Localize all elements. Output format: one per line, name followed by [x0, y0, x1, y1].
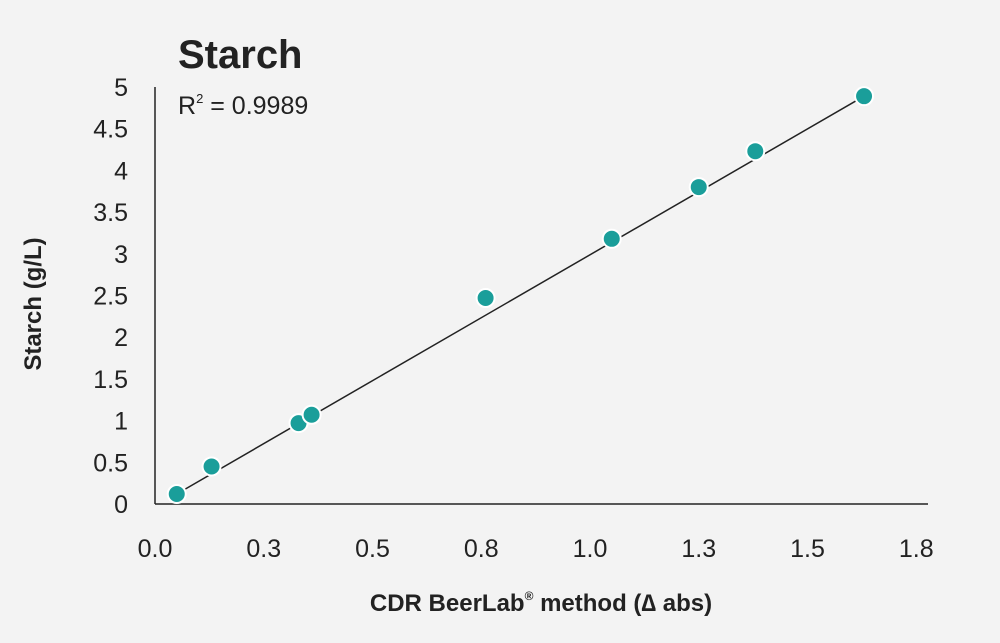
r-squared-value: = 0.9989: [203, 92, 308, 120]
y-tick-label: 3: [114, 241, 128, 269]
x-tick-label: 0.8: [464, 535, 499, 563]
chart-title: Starch: [178, 33, 303, 77]
r-squared-annotation: R2 = 0.9989: [178, 91, 308, 120]
y-tick-label: 2.5: [93, 283, 128, 311]
y-tick-labels: 0 0.5 1 1.5 2 2.5 3 3.5 4 4.5 5: [93, 74, 128, 519]
x-tick-label: 0.5: [355, 535, 390, 563]
data-points: [166, 86, 875, 504]
x-axis-title-prefix: CDR BeerLab: [370, 590, 525, 617]
r-squared-prefix: R: [178, 92, 196, 120]
y-tick-label: 2: [114, 324, 128, 352]
x-axis-title-superscript: ®: [525, 589, 534, 603]
y-tick-label: 4: [114, 157, 128, 185]
x-tick-labels: 0.0 0.3 0.5 0.8 1.0 1.3 1.5 1.8: [138, 535, 934, 563]
data-point: [201, 456, 222, 477]
y-tick-label: 4.5: [93, 116, 128, 144]
data-point: [688, 177, 709, 198]
y-tick-label: 1.5: [93, 366, 128, 394]
data-point: [166, 483, 187, 504]
y-tick-label: 0: [114, 491, 128, 519]
data-point: [601, 228, 622, 249]
x-tick-label: 0.0: [138, 535, 173, 563]
data-point: [475, 288, 496, 309]
x-tick-label: 1.3: [681, 535, 716, 563]
y-tick-label: 0.5: [93, 449, 128, 477]
y-axis-title: Starch (g/L): [20, 237, 47, 370]
x-tick-label: 0.3: [246, 535, 281, 563]
data-point: [854, 86, 875, 107]
x-axis-title-suffix: method (∆ abs): [533, 590, 712, 617]
data-point: [301, 404, 322, 425]
y-tick-label: 1: [114, 408, 128, 436]
y-tick-label: 5: [114, 74, 128, 102]
x-axis-title: CDR BeerLab® method (∆ abs): [370, 589, 712, 617]
x-tick-label: 1.0: [573, 535, 608, 563]
y-tick-label: 3.5: [93, 199, 128, 227]
data-point: [745, 141, 766, 162]
r-squared-superscript: 2: [196, 91, 203, 106]
x-tick-label: 1.5: [790, 535, 825, 563]
x-tick-label: 1.8: [899, 535, 934, 563]
